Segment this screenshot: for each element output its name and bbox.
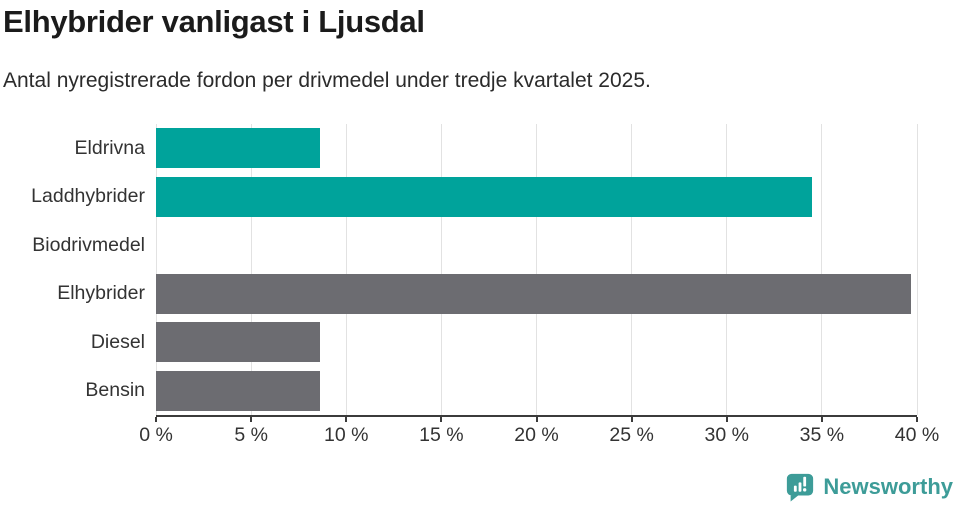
bar-eldrivna (156, 128, 320, 169)
gridline (536, 124, 537, 415)
x-tick-mark (250, 417, 253, 422)
chart-title: Elhybrider vanligast i Ljusdal (3, 4, 425, 39)
x-axis: 0 % 5 % 10 % 15 % 20 % 25 % 30 % 35 % 40 % (139, 417, 939, 452)
gridline (631, 124, 633, 415)
x-tick-label: 10 % (324, 424, 369, 446)
x-tick-label: 5 % (234, 424, 268, 446)
x-tick-mark (916, 417, 918, 422)
bar-elhybrider (156, 273, 912, 314)
x-tick-label: 40 % (894, 424, 940, 446)
x-tick-label: 35 % (799, 424, 845, 446)
gridline (821, 124, 823, 415)
x-tick-label: 30 % (704, 424, 749, 446)
brand-footer: Newsworthy (785, 472, 953, 502)
newsworthy-logo-icon (785, 472, 815, 502)
x-tick-mark (155, 417, 157, 422)
gridline (155, 124, 157, 415)
x-tick-mark (725, 417, 728, 422)
category-label: Elhybrider (57, 282, 145, 305)
category-axis: Eldrivna Laddhybrider Biodrivmedel Elhybrid… (0, 124, 145, 415)
category-label: Laddhybrider (31, 185, 145, 208)
gridline (726, 124, 728, 415)
x-tick-label: 15 % (419, 424, 464, 446)
x-tick-mark (820, 417, 823, 422)
newsworthy-brand-name: Newsworthy (823, 474, 953, 499)
x-tick-label: 0 % (139, 424, 173, 446)
x-tick-mark (630, 417, 633, 422)
category-label: Bensin (85, 379, 145, 402)
bar-laddhybrider (156, 176, 813, 217)
x-tick-mark (440, 417, 443, 422)
gridline (250, 124, 252, 415)
category-label: Biodrivmedel (32, 233, 145, 256)
x-tick-mark (535, 417, 538, 422)
bar-bensin (156, 370, 320, 411)
category-label: Eldrivna (74, 136, 145, 159)
chart-subtitle: Antal nyregistrerade fordon per drivmede… (3, 69, 651, 92)
gridline (916, 124, 918, 415)
gridline (440, 124, 442, 415)
x-tick-label: 25 % (609, 424, 654, 446)
x-tick-mark (345, 417, 348, 422)
x-tick-label: 20 % (514, 424, 559, 446)
plot-area (155, 124, 918, 417)
gridline (345, 124, 347, 415)
category-label: Diesel (90, 330, 145, 353)
bar-diesel (156, 322, 320, 363)
